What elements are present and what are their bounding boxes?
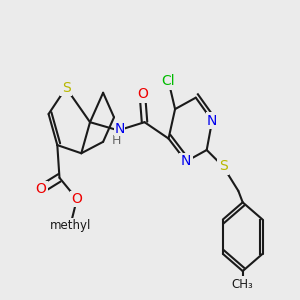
Text: H: H bbox=[112, 134, 121, 147]
Text: Cl: Cl bbox=[162, 74, 176, 88]
Text: methyl: methyl bbox=[50, 219, 91, 232]
Text: S: S bbox=[62, 81, 70, 95]
Text: N: N bbox=[207, 114, 217, 128]
Text: O: O bbox=[71, 192, 82, 206]
Text: N: N bbox=[181, 154, 191, 169]
Text: O: O bbox=[35, 182, 46, 196]
Text: CH₃: CH₃ bbox=[232, 278, 254, 291]
Text: S: S bbox=[219, 159, 227, 173]
Text: O: O bbox=[137, 87, 148, 101]
Text: N: N bbox=[114, 122, 125, 136]
